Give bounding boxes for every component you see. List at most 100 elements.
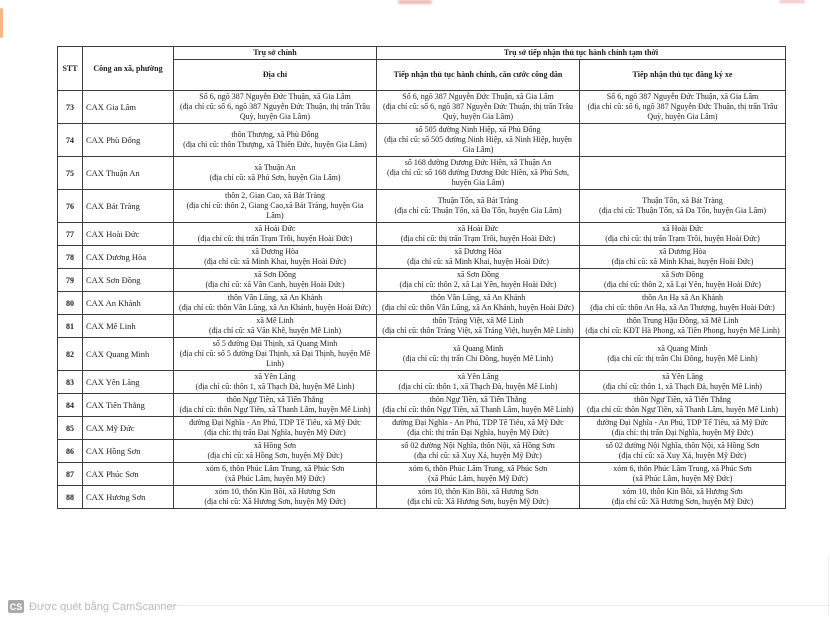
address-current: thôn Ngự Tiền, xã Tiến Thắng bbox=[226, 395, 324, 404]
cell-unit-name: CAX Sơn Đồng bbox=[82, 268, 174, 292]
address-old: (địa chỉ cũ: thôn 2, Giang Cao,xã Bát Tr… bbox=[186, 201, 364, 220]
address-old: (địa chỉ cũ: thôn 1, xã Thạch Đà, huyện … bbox=[603, 382, 762, 391]
cell-main-address: thôn 2, Gian Cao, xã Bát Tràng (địa chỉ … bbox=[173, 189, 377, 223]
address-old: (địa chỉ cũ: thôn An Hạ, xã An Thượng, h… bbox=[590, 303, 775, 312]
cell-vehicle-registration-address: Thuận Tốn, xã Bát Tràng (địa chỉ cũ: Thu… bbox=[579, 189, 786, 223]
address-current: đường Đại Nghĩa - An Phú, TDP Tế Tiêu, x… bbox=[392, 418, 564, 427]
address-current: thôn Thượng, xã Phù Đổng bbox=[231, 130, 319, 139]
address-current: số 02 đường Nội Nghĩa, thôn Nội, xã Hồng… bbox=[401, 441, 555, 450]
cell-admin-procedures-address: xóm 6, thôn Phúc Lâm Trung, xã Phúc Sơn … bbox=[376, 462, 580, 486]
address-current: thôn 2, Gian Cao, xã Bát Tràng bbox=[225, 191, 325, 200]
table-row: 81 CAX Mê Linh xã Mê Linh (địa chỉ cũ: x… bbox=[57, 314, 786, 338]
cell-main-address: xã Hoài Đức (địa chỉ cũ: thị trấn Trạm T… bbox=[173, 222, 377, 246]
cell-vehicle-registration-address: thôn An Hạ xã An Khánh (địa chỉ cũ: thôn… bbox=[579, 291, 786, 315]
cell-stt: 88 bbox=[57, 485, 83, 509]
address-old: (xã Phúc Lâm, huyện Mỹ Đức) bbox=[428, 474, 528, 483]
cell-main-address: thôn Vân Lũng, xã An Khánh (địa chỉ cũ: … bbox=[173, 291, 377, 315]
scan-artifact-top bbox=[398, 0, 432, 4]
cell-unit-name: CAX Dương Hòa bbox=[82, 245, 174, 269]
cell-admin-procedures-address: đường Đại Nghĩa - An Phú, TDP Tế Tiêu, x… bbox=[376, 416, 580, 440]
header-stt: STT bbox=[57, 46, 83, 91]
cell-stt: 80 bbox=[57, 291, 83, 315]
cell-vehicle-registration-address: xã Hoài Đức (địa chỉ cũ: thị trấn Trạm T… bbox=[579, 222, 786, 246]
address-current: xóm 6, thôn Phúc Lâm Trung, xã Phúc Sơn bbox=[613, 464, 752, 473]
cell-admin-procedures-address: xóm 10, thôn Kin Bồi, xã Hương Sơn (địa … bbox=[376, 485, 580, 509]
address-old: (địa chỉ cũ: xã Phú Sơn, huyện Gia Lâm) bbox=[209, 173, 341, 182]
cell-stt: 77 bbox=[57, 222, 83, 246]
address-old: (địa chỉ cũ: xã Hồng Sơn, huyện Mỹ Đức) bbox=[207, 451, 343, 460]
cell-stt: 84 bbox=[57, 393, 83, 417]
address-old: (địa chỉ cũ: xã Minh Khai, huyện Hoài Đứ… bbox=[204, 257, 346, 266]
address-old: (địa chỉ cũ: thị trấn Trạm Trôi, huyện H… bbox=[197, 234, 353, 243]
cell-main-address: xã Mê Linh (địa chỉ cũ: xã Văn Khê, huyệ… bbox=[173, 314, 377, 338]
address-old: (địa chỉ cũ: thôn 2, xã Lại Yên, huyện H… bbox=[399, 280, 557, 289]
cell-unit-name: CAX Tiến Thắng bbox=[82, 393, 174, 417]
address-old: (địa chỉ cũ: số 168 đường Dương Đức Hiền… bbox=[387, 168, 569, 187]
police-station-address-table: STT Công an xã, phường Trụ sở chính Trụ … bbox=[57, 46, 786, 509]
cell-unit-name: CAX Bát Tràng bbox=[82, 189, 174, 223]
address-current: xã Yên Lãng bbox=[457, 372, 499, 381]
address-old: (địa chỉ cũ: xã Vân Canh, huyện Hoài Đức… bbox=[205, 280, 345, 289]
cell-admin-procedures-address: xã Hoài Đức (địa chỉ cũ: thị trấn Trạm T… bbox=[376, 222, 580, 246]
camscanner-icon: CS bbox=[8, 600, 24, 613]
address-current: xã Mê Linh bbox=[256, 316, 294, 325]
table-row: 80 CAX An Khánh thôn Vân Lũng, xã An Khá… bbox=[57, 291, 786, 315]
address-old: (địa chỉ cũ: thôn Tráng Việt, xã Tráng V… bbox=[382, 326, 574, 335]
cell-main-address: xã Thuận An (địa chỉ cũ: xã Phú Sơn, huy… bbox=[173, 156, 377, 190]
address-current: xã Sơn Đồng bbox=[661, 270, 704, 279]
address-current: xã Hoài Đức bbox=[254, 224, 296, 233]
address-old: (xã Phúc Lâm, huyện Mỹ Đức) bbox=[632, 474, 733, 483]
address-current: xã Sơn Đồng bbox=[456, 270, 499, 279]
address-current: thôn Vân Lũng, xã An Khánh bbox=[430, 293, 526, 302]
header-main-office: Trụ sở chính bbox=[173, 46, 377, 60]
address-current: đường Đại Nghĩa - An Phú, TDP Tế Tiêu, x… bbox=[189, 418, 361, 427]
cell-vehicle-registration-address: thôn Ngự Tiền, xã Tiến Thắng (địa chỉ cũ… bbox=[579, 393, 786, 417]
address-old: (địa chỉ: thị trấn Đại Nghĩa, huyện Mỹ Đ… bbox=[407, 428, 549, 437]
cell-vehicle-registration-address: số 02 đường Nội Nghĩa, thôn Nội, xã Hồng… bbox=[579, 439, 786, 463]
cell-stt: 76 bbox=[57, 189, 83, 223]
cell-admin-procedures-address: thôn Ngự Tiền, xã Tiến Thắng (địa chỉ cũ… bbox=[376, 393, 580, 417]
cell-main-address: thôn Thượng, xã Phù Đổng (địa chỉ cũ: th… bbox=[173, 123, 377, 157]
cell-stt: 74 bbox=[57, 123, 83, 157]
address-current: xã Dương Hòa bbox=[454, 247, 502, 256]
cell-vehicle-registration-address: xã Yên Lãng (địa chỉ cũ: thôn 1, xã Thạc… bbox=[579, 370, 786, 394]
cell-stt: 82 bbox=[57, 337, 83, 371]
cell-unit-name: CAX Phúc Sơn bbox=[82, 462, 174, 486]
address-current: xã Hoài Đức bbox=[457, 224, 499, 233]
cell-stt: 86 bbox=[57, 439, 83, 463]
cell-admin-procedures-address: xã Quang Minh (địa chỉ cũ: thị trấn Chi … bbox=[376, 337, 580, 371]
table-row: 77 CAX Hoài Đức xã Hoài Đức (địa chỉ cũ:… bbox=[57, 222, 786, 246]
address-old: (địa chỉ cũ: thôn Ngự Tiền, xã Thanh Lâm… bbox=[179, 405, 371, 414]
address-current: xã Dương Hòa bbox=[658, 247, 707, 256]
cell-main-address: xã Sơn Đồng (địa chỉ cũ: xã Vân Canh, hu… bbox=[173, 268, 377, 292]
address-current: xã Quang Minh bbox=[657, 344, 708, 353]
cell-unit-name: CAX An Khánh bbox=[82, 291, 174, 315]
cell-unit-name: CAX Gia Lâm bbox=[82, 90, 174, 124]
address-current: thôn An Hạ xã An Khánh bbox=[641, 293, 724, 302]
address-old: (địa chỉ cũ: Xã Hương Sơn, huyện Mỹ Đức) bbox=[611, 497, 754, 506]
table-row: 75 CAX Thuận An xã Thuận An (địa chỉ cũ:… bbox=[57, 156, 786, 190]
cell-stt: 78 bbox=[57, 245, 83, 269]
table-row: 88 CAX Hương Sơn xóm 10, thôn Kin Bồi, x… bbox=[57, 485, 786, 509]
header-vehicle-registration: Tiếp nhận thủ tục đăng ký xe bbox=[579, 59, 786, 91]
address-old: (địa chỉ: thị trấn Đại Nghĩa, huyện Mỹ Đ… bbox=[611, 428, 754, 437]
address-old: (địa chỉ cũ: thôn Thượng, xã Thiên Đức, … bbox=[183, 140, 367, 149]
address-current: thôn Ngự Tiền, xã Tiến Thắng bbox=[634, 395, 731, 404]
table-row: 87 CAX Phúc Sơn xóm 6, thôn Phúc Lâm Tru… bbox=[57, 462, 786, 486]
address-old: (địa chỉ cũ: thị trấn Chi Đông, huyện Mê… bbox=[607, 354, 758, 363]
address-old: (địa chỉ: thị trấn Đại Nghĩa, huyện Mỹ Đ… bbox=[204, 428, 346, 437]
table-header: STT Công an xã, phường Trụ sở chính Trụ … bbox=[57, 46, 786, 91]
address-old: (địa chỉ cũ: xã Xuy Xá, huyện Mỹ Đức) bbox=[414, 451, 542, 460]
cell-stt: 81 bbox=[57, 314, 83, 338]
scan-artifact-right-line bbox=[828, 556, 829, 616]
address-old: (địa chỉ cũ: xã Văn Khê, huyện Mê Linh) bbox=[208, 326, 342, 335]
cell-vehicle-registration-address: xóm 6, thôn Phúc Lâm Trung, xã Phúc Sơn … bbox=[579, 462, 786, 486]
address-old: (địa chỉ cũ: số 6, ngõ 387 Nguyễn Đức Th… bbox=[383, 102, 573, 121]
address-old: (địa chỉ cũ: thôn Vân Lũng, xã An Khánh,… bbox=[382, 303, 574, 312]
cell-admin-procedures-address: xã Sơn Đồng (địa chỉ cũ: thôn 2, xã Lại … bbox=[376, 268, 580, 292]
address-old: (địa chỉ cũ: số 505 đường Ninh Hiệp, xã … bbox=[384, 135, 572, 154]
address-current: số 505 đường Ninh Hiệp, xã Phù Đổng bbox=[415, 125, 541, 134]
address-current: xóm 10, thôn Kin Bồi, xã Hương Sơn bbox=[622, 487, 743, 496]
address-old: (địa chỉ cũ: thôn Ngự Tiền, xã Thanh Lâm… bbox=[382, 405, 574, 414]
